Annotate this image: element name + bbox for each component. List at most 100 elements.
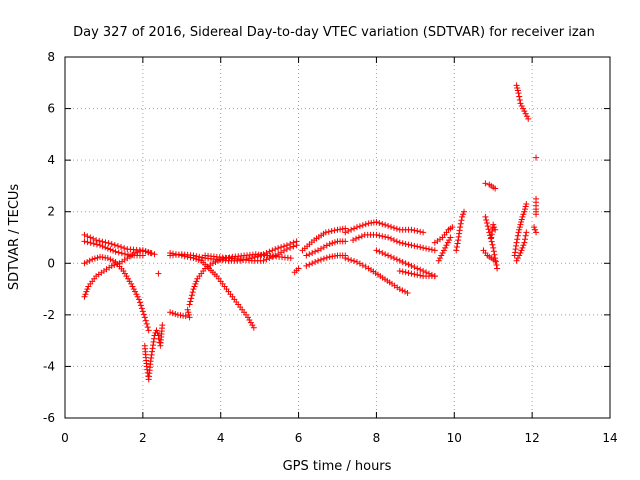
data-point-sat-ac [514, 255, 521, 262]
data-point-sat-a [108, 240, 115, 247]
data-point-sat-ab [521, 208, 528, 215]
data-point-sat-q [411, 227, 418, 234]
data-point-sat-o [306, 261, 313, 268]
data-point-sat-d [143, 320, 150, 327]
data-point-sat-v [435, 257, 442, 264]
data-point-sat-c [83, 288, 90, 295]
data-point-sat-v [447, 234, 454, 241]
data-point-sat-ad [518, 102, 525, 109]
data-point-sat-s [411, 264, 418, 271]
data-point-sat-g [172, 310, 179, 317]
data-point-sat-ab [516, 224, 523, 231]
data-point-sat-h [287, 255, 294, 262]
y-tick-label: 8 [47, 50, 55, 64]
data-point-sat-ad [521, 108, 528, 115]
data-point-sat-k [266, 255, 273, 262]
data-point-sat-x [483, 220, 490, 227]
data-point-sat-w [458, 217, 465, 224]
data-point-sat-b [93, 241, 100, 248]
data-point-sat-b [121, 251, 128, 258]
data-point-sat-k [260, 257, 267, 264]
data-point-sat-s [414, 265, 421, 272]
data-point-sat-j [269, 247, 276, 254]
data-point-sat-e [154, 329, 161, 336]
data-point-sat-ad [514, 87, 521, 94]
data-point-sat-r [408, 242, 415, 249]
data-point-sat-ab [513, 239, 520, 246]
data-point-sat-ad [522, 110, 529, 117]
ticks: 0 2 4 6 8 10 12 14 -6 -4 -2 0 2 4 6 8 [43, 50, 618, 445]
data-point-sat-n [342, 238, 349, 245]
data-points [81, 82, 540, 383]
data-point-sat-s [417, 266, 424, 273]
data-point-sat-p [342, 255, 349, 262]
data-point-sat-c [111, 262, 118, 269]
data-point-sat-q [348, 226, 355, 233]
data-point-sat-d [132, 288, 139, 295]
data-point-sat-r [414, 243, 421, 250]
data-point-sat-ad [523, 113, 530, 120]
data-point-sat-r [425, 246, 432, 253]
data-point-sat-j [257, 252, 264, 259]
data-point-sat-h [209, 260, 216, 267]
data-point-sat-ab [522, 206, 529, 213]
data-point-sat-r [355, 234, 362, 241]
data-point-sat-ad [516, 96, 523, 103]
data-point-sat-a [81, 231, 88, 238]
data-point-sat-h [191, 283, 198, 290]
data-point-sat-c [145, 249, 152, 256]
data-point-sat-h [186, 301, 193, 308]
data-point-sat-c [82, 291, 89, 298]
data-point-sat-j [190, 252, 197, 259]
data-point-sat-p [351, 258, 358, 265]
chart-title: Day 327 of 2016, Sidereal Day-to-day VTE… [73, 25, 595, 40]
data-point-sat-o [317, 256, 324, 263]
data-point-sat-d [130, 286, 137, 293]
data-point-sat-x [489, 241, 496, 248]
data-point-sat-j [193, 253, 200, 260]
data-point-sat-i [195, 256, 202, 263]
data-point-sat-c [137, 248, 144, 255]
data-point-sat-ac [519, 244, 526, 251]
data-point-sat-v [446, 237, 453, 244]
data-point-sat-r [373, 231, 380, 238]
data-point-sat-b [115, 249, 122, 256]
data-point-sat-x [485, 226, 492, 233]
data-point-sat-w [453, 247, 460, 254]
data-point-sat-h [192, 280, 199, 287]
data-point-sat-r [376, 232, 383, 239]
data-point-sat-b [84, 239, 91, 246]
data-point-sat-b [107, 246, 114, 253]
data-point-sat-h [188, 295, 195, 302]
data-point-sat-v [443, 242, 450, 249]
data-point-sat-n [309, 249, 316, 256]
data-point-sat-aa [490, 221, 497, 228]
data-point-sat-ab [518, 216, 525, 223]
data-point-sat-n [329, 240, 336, 247]
data-point-sat-a [90, 235, 97, 242]
data-point-sat-a [96, 237, 103, 244]
data-point-sat-y [492, 257, 499, 264]
data-point-sat-q [342, 229, 349, 236]
data-point-sat-x [482, 213, 489, 220]
data-point-sat-c [134, 249, 141, 256]
data-point-sat-ac [513, 257, 520, 264]
data-point-sat-q [379, 220, 386, 227]
data-point-sat-ab [520, 211, 527, 218]
data-point-sat-c [147, 249, 154, 256]
data-point-sat-w [461, 208, 468, 215]
data-point-sat-w [460, 211, 467, 218]
data-point-sat-ac [520, 242, 527, 249]
data-point-sat-x [484, 223, 491, 230]
data-point-sat-k [269, 253, 276, 260]
data-point-sat-ac [522, 232, 529, 239]
data-point-sat-c [81, 293, 88, 300]
data-point-sat-d [133, 291, 140, 298]
data-point-sat-k [290, 243, 297, 250]
data-point-sat-g [182, 313, 189, 320]
data-point-sat-s [399, 258, 406, 265]
data-point-sat-a [114, 243, 121, 250]
data-point-sat-ab [514, 232, 521, 239]
data-point-sat-ad [520, 105, 527, 112]
